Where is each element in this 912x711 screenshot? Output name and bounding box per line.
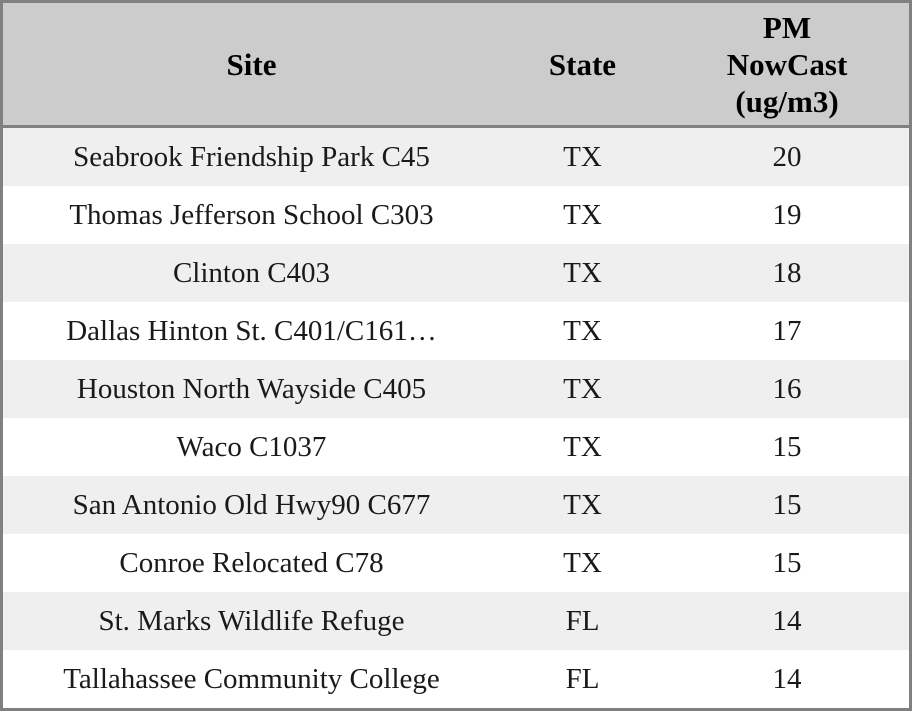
- cell-pm-nowcast: 14: [772, 605, 802, 637]
- cell-state: TX: [563, 141, 602, 173]
- cell-state: FL: [565, 605, 600, 637]
- table-row[interactable]: St. Marks Wildlife Refuge FL 14: [3, 592, 909, 650]
- cell-site: Dallas Hinton St. C401/C161…: [66, 315, 437, 347]
- cell-site: Seabrook Friendship Park C45: [73, 141, 430, 173]
- table-header-row: Site State PM NowCast (ug/m3): [3, 3, 909, 128]
- cell-state: TX: [563, 257, 602, 289]
- table-row[interactable]: San Antonio Old Hwy90 C677 TX 15: [3, 476, 909, 534]
- cell-state: FL: [565, 663, 600, 695]
- table-row[interactable]: Dallas Hinton St. C401/C161… TX 17: [3, 302, 909, 360]
- cell-site: San Antonio Old Hwy90 C677: [72, 489, 431, 521]
- cell-state: TX: [563, 431, 602, 463]
- cell-site: Waco C1037: [176, 431, 327, 463]
- cell-site: Tallahassee Community College: [63, 663, 440, 695]
- table-row[interactable]: Houston North Wayside C405 TX 16: [3, 360, 909, 418]
- column-header-pm-nowcast-line1: PM: [762, 9, 812, 45]
- cell-pm-nowcast: 14: [772, 663, 802, 695]
- table-row[interactable]: Seabrook Friendship Park C45 TX 20: [3, 128, 909, 186]
- cell-state: TX: [563, 489, 602, 521]
- cell-state: TX: [563, 315, 602, 347]
- cell-site: Conroe Relocated C78: [119, 547, 384, 579]
- column-header-site-label: Site: [226, 46, 277, 82]
- cell-pm-nowcast: 15: [772, 489, 802, 521]
- cell-state: TX: [563, 373, 602, 405]
- column-header-pm-nowcast-line3: (ug/m3): [735, 83, 839, 119]
- cell-pm-nowcast: 19: [772, 199, 802, 231]
- cell-pm-nowcast: 15: [772, 547, 802, 579]
- table-row[interactable]: Clinton C403 TX 18: [3, 244, 909, 302]
- table-row[interactable]: Conroe Relocated C78 TX 15: [3, 534, 909, 592]
- table-row[interactable]: Tallahassee Community College FL 14: [3, 650, 909, 708]
- cell-pm-nowcast: 16: [772, 373, 802, 405]
- cell-site: Houston North Wayside C405: [76, 373, 427, 405]
- cell-pm-nowcast: 18: [772, 257, 802, 289]
- column-header-pm-nowcast[interactable]: PM NowCast (ug/m3): [665, 3, 909, 125]
- cell-pm-nowcast: 15: [772, 431, 802, 463]
- table-row[interactable]: Thomas Jefferson School C303 TX 19: [3, 186, 909, 244]
- cell-pm-nowcast: 17: [772, 315, 802, 347]
- table-row[interactable]: Waco C1037 TX 15: [3, 418, 909, 476]
- cell-site: Clinton C403: [172, 257, 331, 289]
- cell-site: St. Marks Wildlife Refuge: [98, 605, 405, 637]
- cell-site: Thomas Jefferson School C303: [69, 199, 434, 231]
- cell-state: TX: [563, 547, 602, 579]
- column-header-pm-nowcast-line2: NowCast: [726, 46, 848, 82]
- column-header-state-label: State: [548, 46, 617, 82]
- cell-pm-nowcast: 20: [772, 141, 802, 173]
- column-header-state[interactable]: State: [500, 3, 665, 125]
- cell-state: TX: [563, 199, 602, 231]
- column-header-site[interactable]: Site: [3, 3, 500, 125]
- table-body: Seabrook Friendship Park C45 TX 20 Thoma…: [3, 128, 909, 708]
- column-header-pm-nowcast-label: PM NowCast (ug/m3): [727, 9, 848, 120]
